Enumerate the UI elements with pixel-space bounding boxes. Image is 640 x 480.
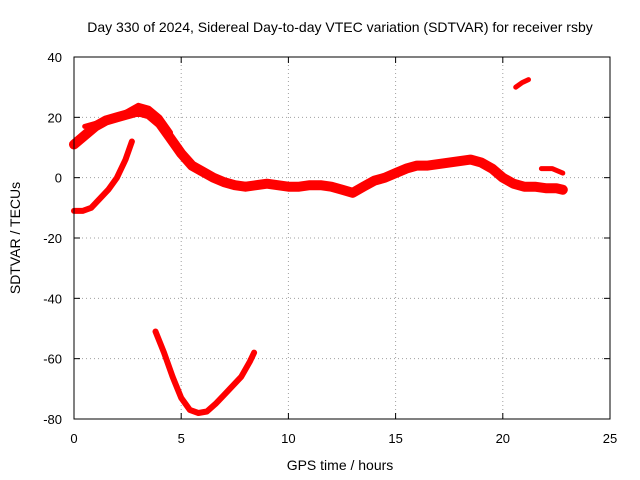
y-tick-label: -20 (43, 231, 62, 246)
series-upper-segment-21h (513, 77, 531, 90)
x-tick-label: 0 (70, 431, 77, 446)
axis-ticks: 0 5 10 15 20 25 -80 -60 -40 -20 0 20 40 (43, 50, 617, 446)
y-tick-label: -80 (43, 412, 62, 427)
y-tick-label: 0 (55, 171, 62, 186)
grid-lines (74, 57, 610, 419)
chart-title: Day 330 of 2024, Sidereal Day-to-day VTE… (87, 19, 593, 35)
x-tick-label: 5 (178, 431, 185, 446)
series-lower-arc-early (71, 138, 135, 214)
series-deep-dip (152, 328, 258, 416)
x-tick-label: 25 (603, 431, 617, 446)
x-tick-label: 15 (388, 431, 402, 446)
x-axis-label: GPS time / hours (287, 457, 394, 473)
x-tick-label: 20 (496, 431, 510, 446)
series-main-band (69, 106, 568, 198)
y-tick-label: -60 (43, 352, 62, 367)
y-tick-label: -40 (43, 291, 62, 306)
y-tick-label: 40 (48, 50, 62, 65)
plot-area (69, 77, 568, 416)
series-upper-ridge (82, 102, 173, 135)
series-late-segment-22h (538, 166, 566, 176)
y-tick-label: 20 (48, 110, 62, 125)
y-axis-label: SDTVAR / TECUs (7, 182, 23, 294)
x-tick-label: 10 (281, 431, 295, 446)
